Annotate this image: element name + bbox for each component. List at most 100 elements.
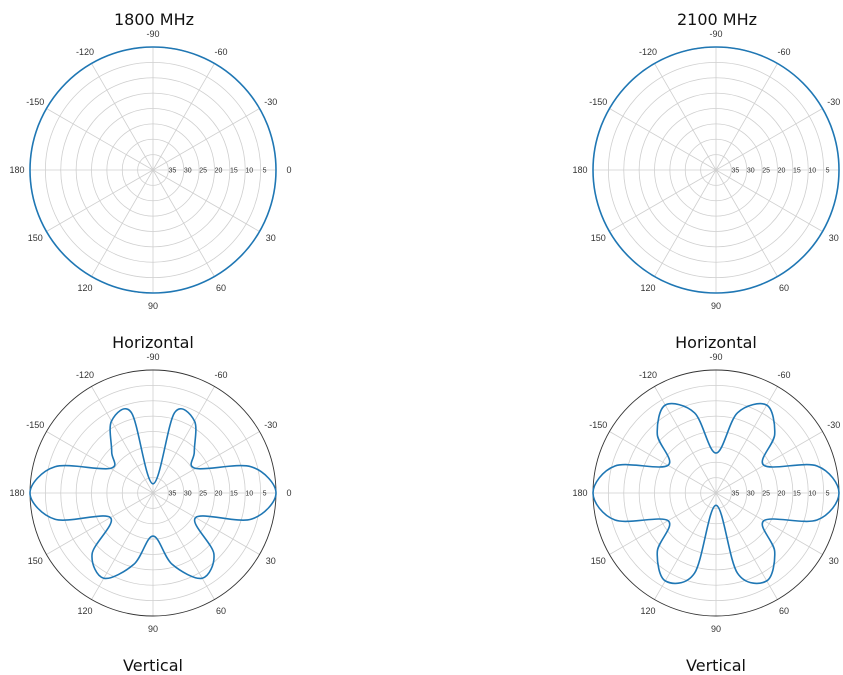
radial-tick-label: 15 — [230, 168, 238, 175]
polar-chart: -90-60-300306090120150180-150-1203530252… — [572, 29, 840, 311]
radial-tick-label: 20 — [215, 491, 223, 498]
angle-tick-label: -90 — [146, 29, 159, 39]
angle-tick-label: 60 — [779, 606, 789, 616]
angle-tick-label: 150 — [28, 233, 43, 243]
radial-tick-label: 30 — [747, 491, 755, 498]
caption-horizontal-2100: Horizontal — [675, 333, 757, 352]
grid-spoke — [91, 386, 154, 494]
grid-spoke — [46, 169, 154, 232]
grid-spoke — [654, 386, 717, 494]
pattern-curve — [29, 407, 277, 580]
radial-tick-label: 30 — [747, 168, 755, 175]
radial-tick-label: 15 — [230, 491, 238, 498]
radial-tick-label: 30 — [184, 168, 192, 175]
angle-tick-label: 180 — [9, 488, 24, 498]
angle-tick-label: 120 — [640, 283, 655, 293]
pattern-curve — [592, 46, 840, 294]
angle-tick-label: -30 — [264, 97, 277, 107]
grid-spoke — [152, 431, 260, 494]
angle-tick-label: 150 — [28, 556, 43, 566]
angle-tick-label: -90 — [709, 352, 722, 362]
grid-spoke — [152, 169, 260, 232]
radial-tick-label: 25 — [762, 168, 770, 175]
radial-tick-label: 25 — [199, 491, 207, 498]
grid-spoke — [715, 63, 778, 171]
grid-spoke — [152, 108, 260, 171]
pattern-curve — [592, 402, 840, 585]
radial-tick-label: 25 — [199, 168, 207, 175]
radial-tick-label: 20 — [215, 168, 223, 175]
polar-chart: -90-60-300306090120150180-150-1203530252… — [572, 352, 840, 634]
angle-tick-label: 120 — [77, 606, 92, 616]
radial-tick-label: 35 — [168, 168, 176, 175]
grid-spoke — [609, 431, 717, 494]
caption-horizontal-1800: Horizontal — [112, 333, 194, 352]
grid-spoke — [91, 492, 154, 600]
angle-tick-label: -90 — [146, 352, 159, 362]
angle-tick-label: -60 — [214, 47, 227, 57]
radial-tick-label: 15 — [793, 168, 801, 175]
angle-tick-label: 180 — [9, 165, 24, 175]
grid-spoke — [46, 492, 154, 555]
grid-spoke — [46, 108, 154, 171]
grid-spoke — [654, 492, 717, 600]
angle-tick-label: 150 — [591, 556, 606, 566]
grid-spoke — [609, 108, 717, 171]
angle-tick-label: 30 — [266, 556, 276, 566]
grid-spoke — [715, 169, 823, 232]
angle-tick-label: -120 — [639, 47, 657, 57]
angle-tick-label: 60 — [779, 283, 789, 293]
angle-tick-label: 0 — [286, 488, 291, 498]
radial-tick-label: 25 — [762, 491, 770, 498]
angle-tick-label: 30 — [266, 233, 276, 243]
grid-spoke — [609, 169, 717, 232]
angle-tick-label: -150 — [26, 420, 44, 430]
grid-spoke — [46, 431, 154, 494]
pattern-curve — [29, 46, 277, 294]
grid-spoke — [715, 169, 778, 277]
grid-spoke — [715, 492, 778, 600]
angle-tick-label: -30 — [827, 420, 840, 430]
angle-tick-label: 60 — [216, 606, 226, 616]
radial-tick-label: 20 — [778, 491, 786, 498]
angle-tick-label: -150 — [589, 420, 607, 430]
angle-tick-label: -150 — [589, 97, 607, 107]
radial-tick-label: 30 — [184, 491, 192, 498]
grid-spoke — [654, 169, 717, 277]
grid-spoke — [152, 63, 215, 171]
angle-tick-label: -30 — [264, 420, 277, 430]
angle-tick-label: 120 — [640, 606, 655, 616]
header-2100-mhz: 2100 MHz — [677, 10, 757, 29]
radial-tick-label: 15 — [793, 491, 801, 498]
angle-tick-label: -120 — [76, 370, 94, 380]
angle-tick-label: -120 — [76, 47, 94, 57]
radial-tick-label: 35 — [731, 491, 739, 498]
angle-tick-label: 90 — [711, 624, 721, 634]
grid-spoke — [654, 63, 717, 171]
radial-tick-label: 10 — [808, 491, 816, 498]
angle-tick-label: -60 — [214, 370, 227, 380]
angle-tick-label: -90 — [709, 29, 722, 39]
grid-spoke — [715, 108, 823, 171]
grid-spoke — [91, 169, 154, 277]
radial-tick-label: 5 — [826, 491, 830, 498]
radial-tick-label: 10 — [808, 168, 816, 175]
radial-tick-label: 10 — [245, 168, 253, 175]
angle-tick-label: 0 — [286, 165, 291, 175]
radial-tick-label: 10 — [245, 491, 253, 498]
radial-tick-label: 35 — [168, 491, 176, 498]
caption-vertical-2100: Vertical — [686, 656, 746, 675]
radial-tick-label: 20 — [778, 168, 786, 175]
angle-tick-label: -120 — [639, 370, 657, 380]
angle-tick-label: -60 — [777, 370, 790, 380]
angle-tick-label: 180 — [572, 488, 587, 498]
angle-tick-label: -150 — [26, 97, 44, 107]
angle-tick-label: 90 — [711, 301, 721, 311]
angle-tick-label: 150 — [591, 233, 606, 243]
grid-spoke — [609, 492, 717, 555]
grid-spoke — [715, 492, 823, 555]
